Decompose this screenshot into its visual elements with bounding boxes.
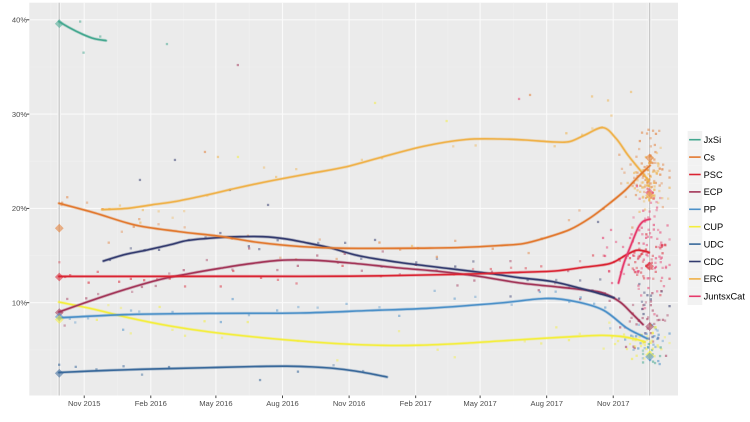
svg-text:Aug 2016: Aug 2016 — [266, 399, 299, 408]
svg-text:Nov 2016: Nov 2016 — [333, 399, 366, 408]
svg-text:Cs: Cs — [704, 152, 716, 162]
svg-text:Nov 2015: Nov 2015 — [68, 399, 101, 408]
svg-text:Feb 2017: Feb 2017 — [400, 399, 432, 408]
svg-text:May 2017: May 2017 — [463, 399, 496, 408]
svg-text:40%: 40% — [12, 16, 27, 25]
svg-text:JuntsxCat: JuntsxCat — [704, 292, 746, 302]
svg-text:CDC: CDC — [704, 257, 724, 267]
svg-text:10%: 10% — [12, 298, 27, 307]
svg-text:20%: 20% — [12, 204, 27, 213]
svg-text:PSC: PSC — [704, 170, 723, 180]
svg-text:Aug 2017: Aug 2017 — [530, 399, 563, 408]
svg-text:CUP: CUP — [704, 222, 724, 232]
svg-text:ERC: ERC — [704, 274, 724, 284]
svg-text:PP: PP — [704, 205, 716, 215]
svg-text:30%: 30% — [12, 110, 27, 119]
svg-text:Feb 2016: Feb 2016 — [135, 399, 167, 408]
svg-text:Nov 2017: Nov 2017 — [597, 399, 630, 408]
svg-text:ECP: ECP — [704, 187, 723, 197]
svg-text:May 2016: May 2016 — [199, 399, 232, 408]
svg-text:JxSi: JxSi — [704, 135, 722, 145]
svg-text:UDC: UDC — [704, 239, 724, 249]
